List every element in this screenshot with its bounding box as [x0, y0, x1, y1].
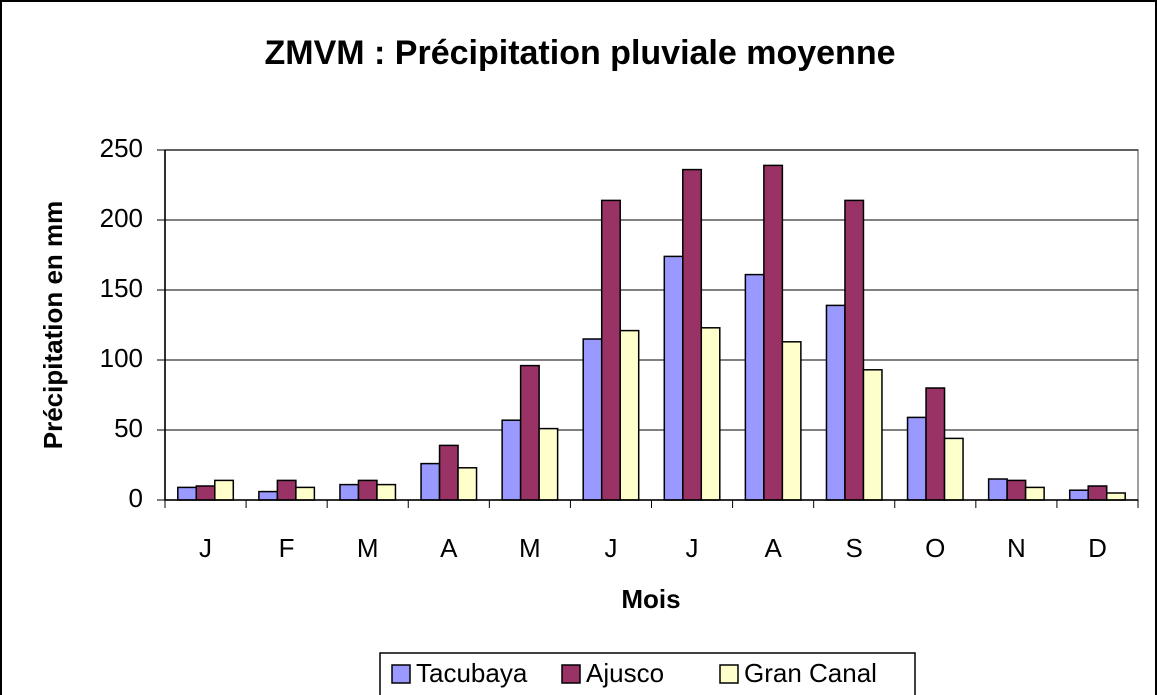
y-tick-label: 250	[100, 133, 143, 163]
bar	[844, 199, 865, 501]
bar	[1087, 485, 1108, 501]
x-tick-label: J	[604, 533, 617, 563]
bar	[295, 486, 316, 501]
bar	[357, 479, 378, 501]
x-tick-label: F	[279, 533, 295, 563]
bar	[195, 485, 216, 501]
bar	[744, 273, 765, 501]
bar	[925, 387, 946, 501]
x-tick-label: M	[519, 533, 541, 563]
bar	[700, 327, 721, 501]
x-tick-label: A	[440, 533, 458, 563]
bar	[763, 164, 784, 501]
legend-swatch	[391, 664, 411, 684]
x-axis-title: Mois	[621, 584, 680, 614]
bar	[906, 416, 927, 501]
bar	[438, 444, 459, 501]
bar	[276, 479, 297, 501]
bar	[1105, 492, 1126, 501]
y-tick-label: 0	[129, 483, 143, 513]
bar	[862, 369, 883, 501]
bar	[682, 168, 703, 501]
y-tick-label: 200	[100, 203, 143, 233]
bar	[177, 486, 198, 501]
y-tick-label: 150	[100, 273, 143, 303]
bar	[420, 462, 441, 501]
x-tick-label: J	[686, 533, 699, 563]
bar	[943, 437, 964, 501]
chart-title: ZMVM : Précipitation pluviale moyenne	[265, 34, 896, 72]
bar	[663, 255, 684, 501]
legend-swatch	[719, 664, 739, 684]
x-tick-label: S	[846, 533, 863, 563]
bar	[214, 479, 235, 501]
bar	[339, 483, 360, 501]
x-tick-label: J	[199, 533, 212, 563]
bar	[457, 467, 478, 501]
bar	[619, 329, 640, 501]
plot-area	[164, 149, 1139, 501]
legend-label: Tacubaya	[416, 658, 528, 688]
bar	[987, 478, 1008, 501]
x-tick-label: O	[925, 533, 945, 563]
bar	[519, 364, 540, 501]
legend-swatch	[561, 664, 581, 684]
bar	[1024, 486, 1045, 501]
x-tick-label: A	[764, 533, 782, 563]
x-tick-label: N	[1007, 533, 1026, 563]
bar	[781, 341, 802, 501]
bar	[582, 338, 603, 501]
bar	[825, 304, 846, 501]
bar	[1068, 489, 1089, 501]
x-tick-label: D	[1088, 533, 1107, 563]
legend-label: Gran Canal	[744, 658, 877, 688]
bar	[538, 427, 559, 501]
bar	[600, 199, 621, 501]
x-tick-label: M	[357, 533, 379, 563]
bar	[501, 419, 522, 501]
y-tick-label: 100	[100, 343, 143, 373]
bar	[1006, 479, 1027, 501]
legend-label: Ajusco	[586, 658, 664, 688]
y-axis-title: Précipitation en mm	[38, 201, 68, 450]
legend-box	[379, 652, 916, 695]
bar	[376, 483, 397, 501]
bar	[258, 490, 279, 501]
y-tick-label: 50	[114, 413, 143, 443]
